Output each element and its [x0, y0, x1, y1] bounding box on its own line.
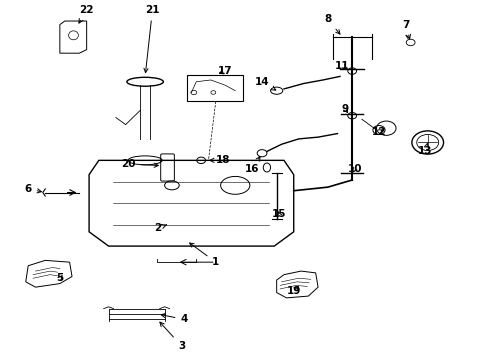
- Text: 1: 1: [190, 243, 220, 267]
- Text: 14: 14: [255, 77, 276, 90]
- Text: 9: 9: [342, 104, 348, 113]
- Text: 5: 5: [56, 273, 64, 283]
- Text: 17: 17: [218, 66, 233, 76]
- Text: 15: 15: [272, 209, 286, 219]
- Text: 16: 16: [245, 157, 260, 174]
- Text: 20: 20: [121, 159, 158, 169]
- Text: 22: 22: [79, 5, 94, 23]
- Text: 10: 10: [347, 164, 362, 174]
- Text: 11: 11: [335, 61, 350, 71]
- Text: 12: 12: [372, 127, 386, 137]
- Text: 13: 13: [418, 143, 433, 157]
- Text: 6: 6: [24, 184, 42, 194]
- Text: 19: 19: [287, 286, 301, 296]
- Bar: [187, 75, 243, 102]
- Text: 3: 3: [160, 322, 185, 351]
- Text: 2: 2: [154, 223, 167, 233]
- Text: 7: 7: [402, 19, 411, 39]
- Text: 8: 8: [324, 14, 340, 34]
- Text: 4: 4: [161, 314, 188, 324]
- Text: 21: 21: [144, 5, 160, 73]
- Text: 18: 18: [210, 156, 230, 165]
